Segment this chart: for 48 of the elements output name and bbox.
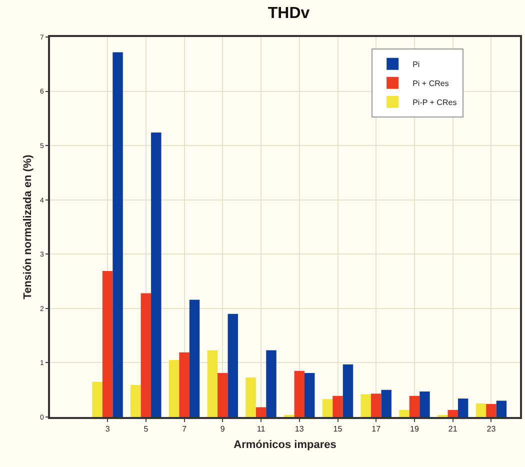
bar (246, 377, 256, 417)
bar (409, 396, 420, 417)
x-tick-label: 17 (372, 424, 382, 434)
bar (140, 293, 152, 417)
x-tick-label: 5 (144, 424, 149, 434)
bar (207, 350, 218, 417)
bar (458, 398, 468, 417)
bar (304, 373, 315, 417)
bar (332, 396, 343, 417)
bar (179, 352, 190, 417)
x-tick-label: 13 (294, 424, 304, 434)
bar (189, 300, 200, 417)
bar (218, 373, 228, 417)
x-tick-label: 3 (105, 424, 110, 434)
bar (92, 382, 102, 417)
bar (342, 364, 354, 417)
bar (228, 314, 238, 417)
x-tick-label: 7 (182, 424, 188, 434)
bar (130, 384, 141, 417)
bar (496, 400, 507, 417)
bar (151, 132, 162, 417)
bar (381, 390, 392, 417)
y-axis-title: Tensión normalizada en (%) (22, 154, 34, 300)
x-tick-label: 21 (448, 424, 458, 434)
x-axis-title: Armónicos impares (234, 439, 336, 452)
bar (102, 270, 113, 417)
bar (476, 403, 486, 417)
bar (486, 404, 496, 417)
bar (112, 52, 123, 417)
chart-title: THDv (268, 5, 310, 22)
bar (360, 394, 372, 417)
legend-label: Pi + CRes (412, 79, 449, 88)
x-tick-label: 9 (220, 424, 226, 434)
bar (399, 410, 410, 417)
bar (266, 350, 276, 417)
bar (371, 394, 382, 417)
x-tick-label: 11 (256, 424, 266, 434)
x-tick-label: 15 (333, 424, 343, 434)
legend-label: Pi (412, 60, 420, 70)
bar (322, 399, 333, 417)
bar (168, 360, 180, 417)
bar (294, 370, 304, 417)
bar (448, 410, 458, 417)
x-tick-label: 19 (410, 424, 420, 434)
bar (256, 407, 266, 417)
x-tick-label: 23 (486, 424, 496, 434)
bar (420, 391, 430, 417)
legend-label: Pi-P + CRes (412, 98, 457, 108)
